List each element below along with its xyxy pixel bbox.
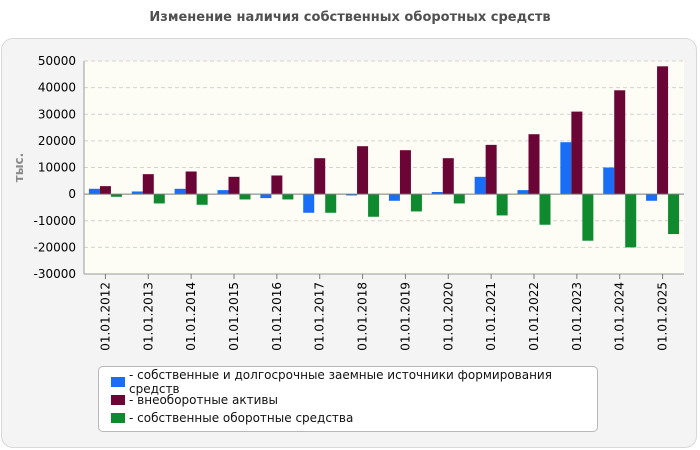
bar xyxy=(453,194,465,204)
y-tick-label: -20000 xyxy=(33,240,76,254)
bar xyxy=(271,175,283,195)
legend-label-noncurrent-assets: - внеоборотные активы xyxy=(129,393,278,407)
x-tick-label: 01.01.2021 xyxy=(484,282,498,351)
chart-title: Изменение наличия собственных оборотных … xyxy=(149,10,551,25)
bar xyxy=(539,194,551,225)
x-tick-label: 01.01.2016 xyxy=(270,282,284,351)
y-tick-label: 10000 xyxy=(38,161,76,175)
x-tick-label: 01.01.2015 xyxy=(227,282,241,351)
bar xyxy=(410,194,422,212)
bar xyxy=(474,176,486,195)
bar xyxy=(142,174,154,195)
bar xyxy=(625,194,637,248)
x-tick-label: 01.01.2012 xyxy=(98,282,112,351)
x-tick-label: 01.01.2013 xyxy=(141,282,155,351)
legend-label-sources: - собственные и долгосрочные заемные ист… xyxy=(129,368,552,396)
y-tick-label: -10000 xyxy=(33,214,76,228)
legend-swatch-noncurrent-assets xyxy=(111,395,125,405)
y-tick-label: -30000 xyxy=(33,267,76,281)
x-tick-label: 01.01.2014 xyxy=(184,282,198,351)
bar xyxy=(196,194,208,205)
plot-area xyxy=(84,61,684,274)
bar xyxy=(282,194,294,200)
bar xyxy=(571,111,583,195)
bar xyxy=(260,194,272,199)
x-tick-label: 01.01.2025 xyxy=(656,282,670,351)
x-tick-label: 01.01.2019 xyxy=(398,282,412,351)
y-tick-label: 0 xyxy=(68,187,76,201)
bar xyxy=(496,194,508,216)
bar xyxy=(153,194,165,204)
bar xyxy=(314,158,326,195)
bar xyxy=(303,194,315,213)
bar xyxy=(239,194,251,200)
bar xyxy=(646,194,658,201)
bar xyxy=(528,134,540,195)
y-axis-label: тыс. xyxy=(12,153,26,182)
bar xyxy=(582,194,594,241)
bar xyxy=(185,171,197,195)
y-tick-label: 30000 xyxy=(38,107,76,121)
x-tick-label: 01.01.2024 xyxy=(613,282,627,351)
bar xyxy=(228,176,240,195)
bar xyxy=(346,194,358,196)
legend-item-sources: - собственные и долгосрочные заемные ист… xyxy=(111,368,597,396)
legend-label-working-capital: - собственные оборотные средства xyxy=(129,411,354,425)
bar xyxy=(399,150,411,195)
bar xyxy=(431,191,443,195)
bar xyxy=(99,186,111,195)
bar xyxy=(668,194,680,235)
y-tick-label: 50000 xyxy=(38,54,76,68)
bar xyxy=(517,190,529,195)
legend-swatch-sources xyxy=(111,377,125,387)
bar xyxy=(560,142,572,195)
chart-plot: 50000 40000 30000 20000 10000 0 -10000 -20000 -3… xyxy=(12,54,684,351)
bar xyxy=(174,188,186,195)
x-tick-label: 01.01.2020 xyxy=(441,282,455,351)
y-tick-label: 40000 xyxy=(38,81,76,95)
x-tick-label: 01.01.2018 xyxy=(356,282,370,351)
bar xyxy=(603,167,615,195)
x-tick-label: 01.01.2022 xyxy=(527,282,541,351)
bar xyxy=(217,190,229,195)
legend-swatch-working-capital xyxy=(111,413,125,423)
bar xyxy=(110,194,122,197)
bar xyxy=(614,90,626,195)
bar xyxy=(88,188,100,195)
y-tick-label: 20000 xyxy=(38,134,76,148)
bar xyxy=(388,194,400,201)
x-tick-label: 01.01.2023 xyxy=(570,282,584,351)
bar xyxy=(442,158,454,195)
bar xyxy=(357,146,369,195)
legend-item-noncurrent-assets: - внеоборотные активы xyxy=(111,391,597,409)
bar xyxy=(485,144,497,195)
bar xyxy=(368,194,380,217)
bar xyxy=(131,191,143,195)
bar xyxy=(657,66,669,195)
chart-legend: - собственные и долгосрочные заемные ист… xyxy=(98,366,598,432)
bar xyxy=(325,194,337,213)
x-tick-label: 01.01.2017 xyxy=(313,282,327,351)
legend-item-working-capital: - собственные оборотные средства xyxy=(111,409,597,427)
